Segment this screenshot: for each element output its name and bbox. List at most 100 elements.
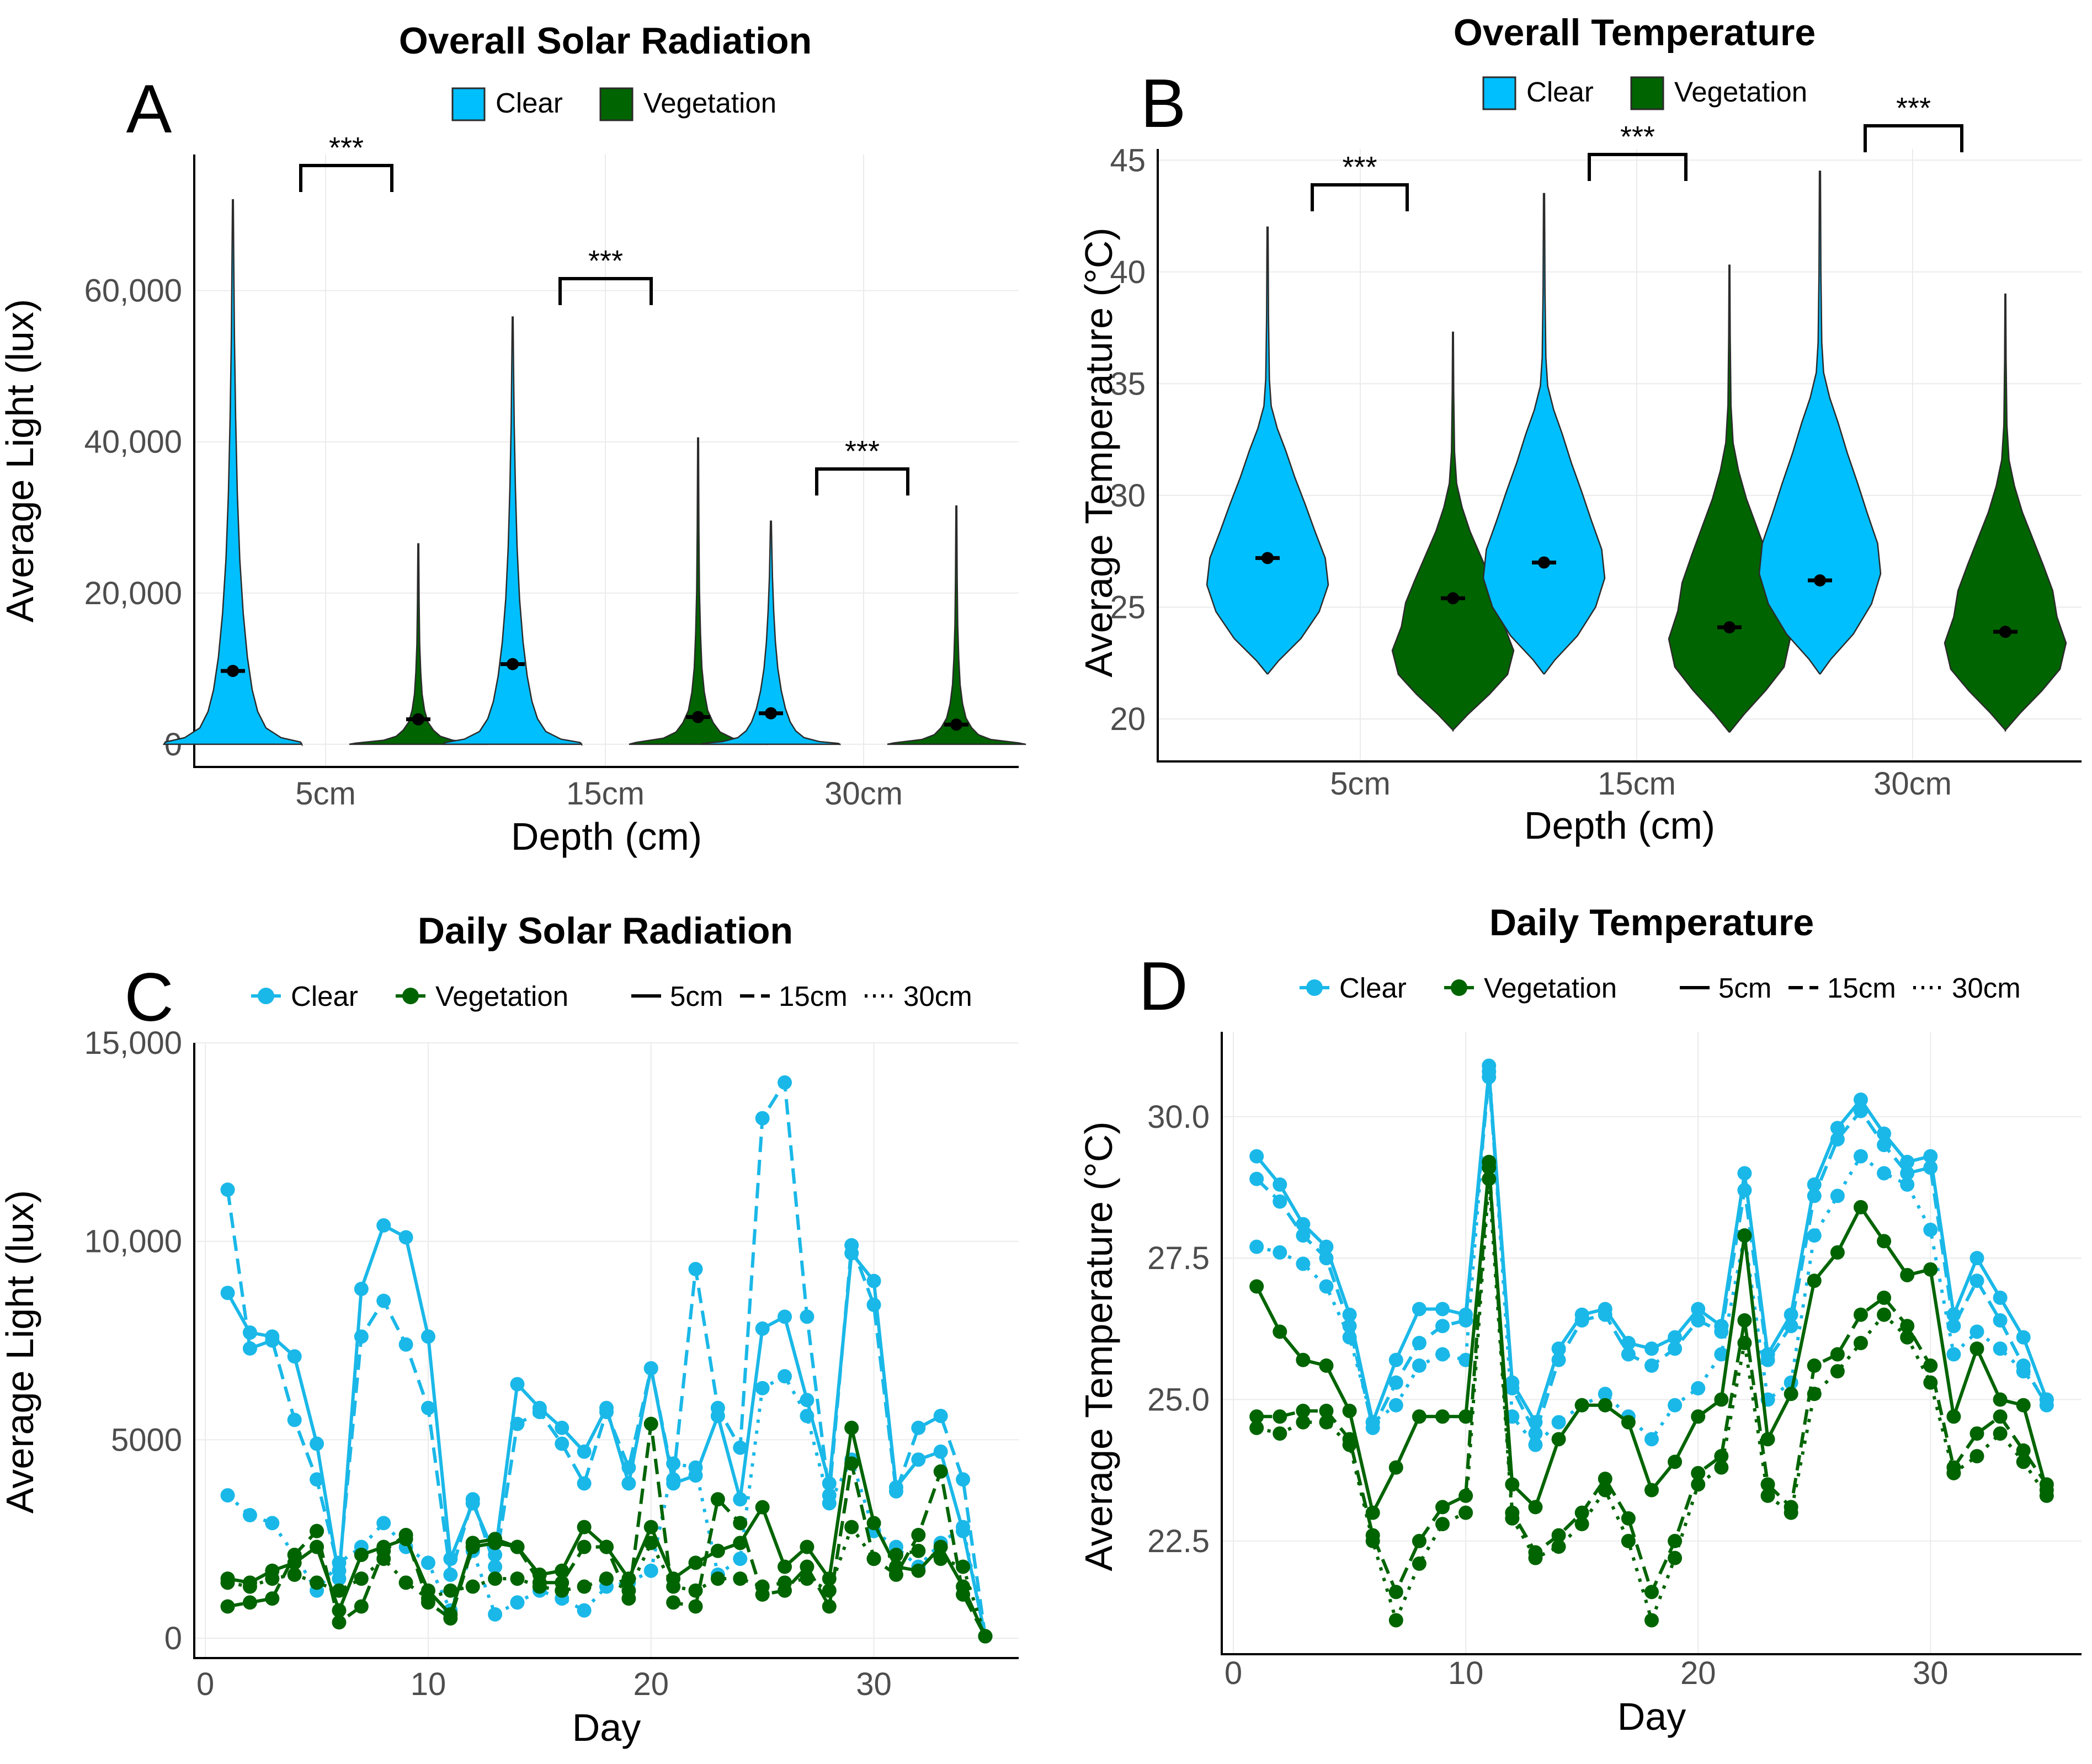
data-point — [2016, 1330, 2031, 1345]
y-tick-label: 40,000 — [84, 424, 182, 460]
legend-label-30cm: 30cm — [903, 980, 972, 1012]
data-point — [488, 1559, 503, 1574]
data-point — [755, 1579, 770, 1594]
mean-point — [227, 664, 239, 677]
data-point — [888, 1567, 903, 1582]
data-point — [621, 1476, 636, 1491]
data-point — [1412, 1533, 1426, 1548]
data-point — [510, 1571, 525, 1586]
data-point — [443, 1611, 458, 1626]
data-point — [420, 1591, 435, 1606]
data-point — [376, 1218, 391, 1233]
data-point — [933, 1444, 948, 1459]
data-point — [1342, 1404, 1357, 1419]
data-point — [1551, 1352, 1566, 1367]
data-point — [1551, 1432, 1566, 1447]
data-point — [577, 1579, 592, 1594]
panel-label: B — [1141, 66, 1186, 142]
data-point — [1877, 1307, 1892, 1322]
data-point — [933, 1539, 948, 1554]
data-point — [1388, 1585, 1403, 1600]
data-point — [287, 1567, 302, 1582]
series-line-clear-30cm — [1256, 1064, 2048, 1447]
data-point — [1969, 1341, 1984, 1356]
data-point — [354, 1547, 369, 1562]
legend-label-vegetation: Vegetation — [643, 87, 776, 119]
data-point — [1482, 1058, 1497, 1073]
data-point — [1830, 1245, 1845, 1260]
legend-label-vegetation: Vegetation — [1484, 972, 1617, 1004]
x-tick-label: 30 — [856, 1666, 892, 1702]
mean-point — [950, 718, 962, 731]
y-tick-label: 45 — [1110, 142, 1146, 178]
legend-label-15cm: 15cm — [779, 980, 848, 1012]
data-point — [1714, 1449, 1729, 1464]
data-point — [1621, 1511, 1636, 1526]
significance-label: *** — [588, 244, 623, 278]
data-point — [1319, 1358, 1334, 1373]
x-tick-label: 10 — [1448, 1655, 1484, 1691]
data-point — [1458, 1313, 1473, 1328]
data-point — [354, 1599, 369, 1614]
data-point — [398, 1230, 413, 1245]
data-point — [1923, 1222, 1938, 1237]
data-point — [1644, 1358, 1659, 1373]
legend-label-vegetation: Vegetation — [435, 980, 568, 1012]
data-point — [1668, 1330, 1683, 1345]
legend-label-5cm: 5cm — [1718, 972, 1771, 1004]
y-tick-label: 10,000 — [84, 1224, 182, 1260]
data-point — [822, 1496, 837, 1511]
y-tick-label: 25.0 — [1147, 1382, 1210, 1418]
data-point — [1598, 1483, 1612, 1497]
legend-marker-vegetation — [1451, 979, 1467, 996]
y-tick-label: 40 — [1110, 254, 1146, 290]
data-point — [220, 1182, 235, 1197]
x-tick-label: 20 — [1680, 1655, 1716, 1691]
data-point — [376, 1293, 391, 1308]
data-point — [376, 1516, 391, 1531]
x-tick-label: 20 — [633, 1666, 669, 1702]
data-point — [1319, 1415, 1334, 1430]
data-point — [1319, 1251, 1334, 1266]
data-point — [1528, 1426, 1543, 1441]
data-point — [1923, 1262, 1938, 1277]
y-tick-label: 5000 — [111, 1422, 182, 1458]
data-point — [1505, 1511, 1520, 1526]
data-point — [1273, 1245, 1287, 1260]
data-point — [1760, 1488, 1775, 1503]
data-point — [710, 1400, 725, 1415]
data-point — [1296, 1415, 1311, 1430]
legend-swatch-clear — [451, 87, 486, 121]
data-point — [242, 1595, 257, 1610]
data-point — [488, 1607, 503, 1622]
axis-lines — [1157, 149, 2082, 763]
data-point — [1412, 1358, 1426, 1373]
data-point — [1714, 1347, 1729, 1362]
x-tick-label: 30cm — [1873, 766, 1952, 802]
data-point — [710, 1571, 725, 1586]
data-point — [1319, 1279, 1334, 1294]
axis-lines — [193, 1043, 1019, 1659]
data-point — [1412, 1556, 1426, 1571]
data-point — [800, 1571, 815, 1586]
axis-lines — [1221, 1032, 2082, 1655]
y-tick-label: 20 — [1110, 701, 1146, 737]
data-point — [1273, 1426, 1287, 1441]
data-point — [1737, 1336, 1752, 1350]
data-point — [1737, 1313, 1752, 1328]
panel-label: D — [1138, 948, 1188, 1025]
legend-label-vegetation: Vegetation — [1674, 76, 1807, 108]
data-point — [1923, 1160, 1938, 1175]
data-point — [933, 1409, 948, 1424]
data-point — [510, 1595, 525, 1610]
violin-vegetation-5cm — [1391, 331, 1515, 732]
data-point — [1249, 1239, 1264, 1254]
data-point — [1830, 1121, 1845, 1136]
y-tick-label: 22.5 — [1147, 1523, 1210, 1559]
data-point — [510, 1416, 525, 1431]
data-point — [1296, 1256, 1311, 1271]
data-point — [488, 1536, 503, 1550]
panel-d: Daily Temperature D Clear Vegetation 5cm 15cm… — [1077, 902, 2082, 1738]
data-point — [1969, 1449, 1984, 1464]
data-point — [220, 1286, 235, 1301]
